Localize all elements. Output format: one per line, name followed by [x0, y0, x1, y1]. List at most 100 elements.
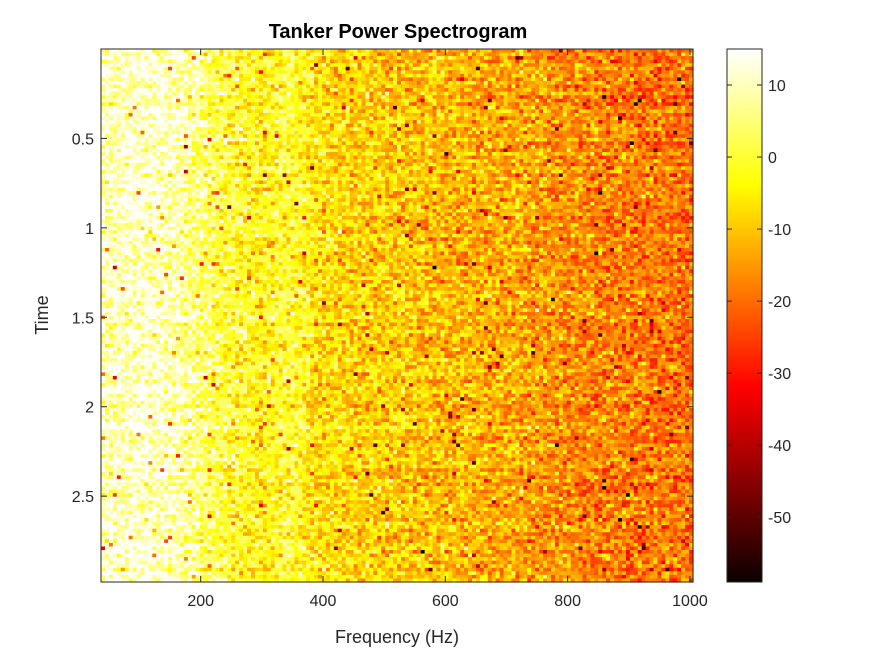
heatmap-cell: [283, 99, 288, 103]
heatmap-cell: [196, 99, 201, 103]
heatmap-cell: [255, 148, 260, 152]
heatmap-cell: [259, 113, 264, 117]
heatmap-cell: [310, 148, 315, 152]
heatmap-cell: [172, 141, 177, 145]
heatmap-cell: [326, 159, 331, 163]
heatmap-cell: [219, 106, 224, 110]
heatmap-cell: [235, 141, 240, 145]
heatmap-cell: [634, 120, 639, 124]
heatmap-cell: [239, 109, 244, 113]
heatmap-cell: [144, 70, 149, 74]
heatmap-cell: [582, 141, 587, 145]
heatmap-cell: [247, 120, 252, 124]
heatmap-cell: [563, 145, 568, 149]
heatmap-cell: [326, 53, 331, 57]
heatmap-cell: [196, 120, 201, 124]
heatmap-cell: [121, 81, 126, 85]
heatmap-cell: [551, 113, 556, 117]
heatmap-cell: [251, 102, 256, 106]
heatmap-cell: [180, 95, 185, 99]
heatmap-cell: [638, 77, 643, 81]
heatmap-cell: [504, 106, 509, 110]
heatmap-cell: [314, 85, 319, 89]
heatmap-cell: [358, 106, 363, 110]
heatmap-cell: [279, 134, 284, 138]
heatmap-cell: [168, 56, 173, 60]
heatmap-cell: [661, 99, 666, 103]
heatmap-cell: [377, 134, 382, 138]
heatmap-cell: [192, 131, 197, 135]
heatmap-cell: [231, 88, 236, 92]
heatmap-cell: [425, 74, 430, 78]
heatmap-cell: [385, 159, 390, 163]
heatmap-cell: [610, 117, 615, 121]
heatmap-cell: [164, 67, 169, 71]
heatmap-cell: [361, 145, 366, 149]
heatmap-cell: [298, 63, 303, 67]
heatmap-cell: [314, 102, 319, 106]
heatmap-cell: [223, 117, 228, 121]
heatmap-cell: [650, 131, 655, 135]
heatmap-cell: [429, 106, 434, 110]
heatmap-cell: [598, 92, 603, 96]
heatmap-cell: [460, 70, 465, 74]
heatmap-cell: [140, 49, 145, 53]
heatmap-cell: [377, 88, 382, 92]
heatmap-cell: [310, 102, 315, 106]
heatmap-cell: [279, 106, 284, 110]
heatmap-cell: [334, 141, 339, 145]
heatmap-cell: [433, 67, 438, 71]
heatmap-cell: [575, 163, 580, 167]
heatmap-cell: [602, 70, 607, 74]
heatmap-cell: [661, 138, 666, 142]
heatmap-cell: [184, 95, 189, 99]
heatmap-cell: [208, 67, 213, 71]
heatmap-cell: [164, 159, 169, 163]
heatmap-cell: [657, 134, 662, 138]
heatmap-cell: [373, 99, 378, 103]
heatmap-cell: [472, 152, 477, 156]
heatmap-cell: [140, 152, 145, 156]
heatmap-cell: [346, 60, 351, 64]
heatmap-cell: [113, 152, 118, 156]
heatmap-cell: [586, 134, 591, 138]
heatmap-cell: [586, 117, 591, 121]
heatmap-cell: [200, 156, 205, 160]
heatmap-cell: [504, 163, 509, 167]
heatmap-cell: [547, 77, 552, 81]
heatmap-cell: [476, 124, 481, 128]
heatmap-cell: [298, 131, 303, 135]
heatmap-cell: [283, 109, 288, 113]
heatmap-cell: [496, 77, 501, 81]
heatmap-cell: [223, 102, 228, 106]
heatmap-cell: [508, 134, 513, 138]
heatmap-cell: [298, 81, 303, 85]
heatmap-cell: [231, 163, 236, 167]
heatmap-cell: [661, 92, 666, 96]
heatmap-cell: [208, 88, 213, 92]
heatmap-cell: [602, 56, 607, 60]
heatmap-cell: [239, 85, 244, 89]
heatmap-cell: [456, 109, 461, 113]
heatmap-cell: [452, 131, 457, 135]
heatmap-cell: [646, 88, 651, 92]
heatmap-cell: [433, 113, 438, 117]
heatmap-cell: [436, 63, 441, 67]
heatmap-cell: [452, 53, 457, 57]
heatmap-cell: [283, 156, 288, 160]
heatmap-cell: [129, 63, 134, 67]
heatmap-cell: [267, 145, 272, 149]
heatmap-cell: [436, 141, 441, 145]
heatmap-cell: [129, 92, 134, 96]
heatmap-cell: [582, 131, 587, 135]
heatmap-cell: [318, 141, 323, 145]
heatmap-cell: [243, 117, 248, 121]
heatmap-cell: [429, 141, 434, 145]
heatmap-cell: [433, 156, 438, 160]
heatmap-cell: [168, 92, 173, 96]
heatmap-cell: [500, 99, 505, 103]
heatmap-cell: [638, 117, 643, 121]
heatmap-cell: [480, 156, 485, 160]
heatmap-cell: [164, 77, 169, 81]
heatmap-cell: [140, 163, 145, 167]
